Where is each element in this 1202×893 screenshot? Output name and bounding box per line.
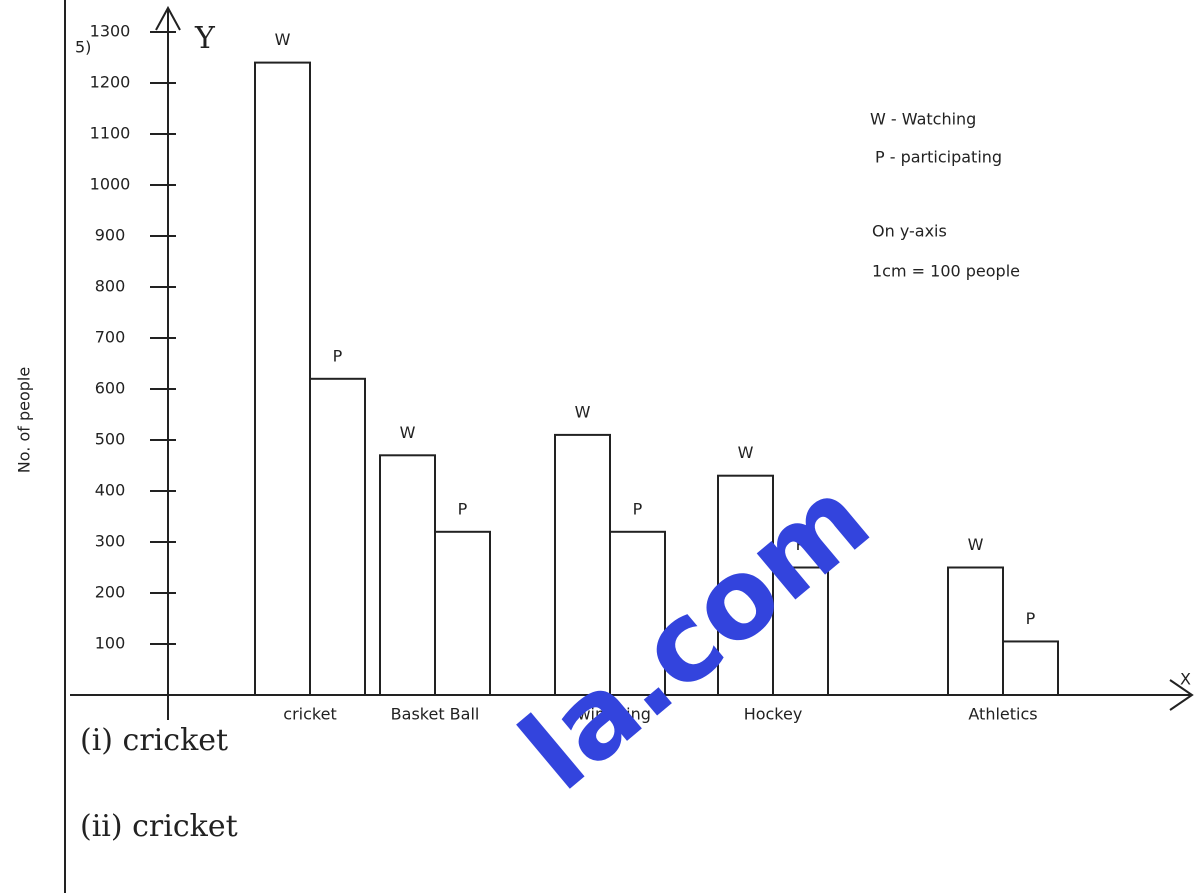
bar bbox=[310, 379, 365, 695]
y-tick-label: 900 bbox=[95, 226, 126, 245]
chart: 5) Y X No. of people W - Watching P - pa… bbox=[0, 0, 1202, 893]
x-tick-label: cricket bbox=[283, 705, 336, 724]
y-tick-label: 600 bbox=[95, 379, 126, 398]
bar-label: P bbox=[1026, 609, 1036, 628]
bar-label: W bbox=[738, 443, 754, 462]
bar-label: P bbox=[458, 499, 468, 518]
bar-label: W bbox=[968, 535, 984, 554]
legend-entry: W - Watching bbox=[870, 110, 976, 129]
y-axis-name: Y bbox=[194, 21, 216, 56]
y-tick-label: 1100 bbox=[90, 124, 131, 143]
bar bbox=[435, 532, 490, 695]
bar bbox=[1003, 641, 1058, 695]
y-tick-label: 100 bbox=[95, 634, 126, 653]
bar bbox=[380, 455, 435, 695]
bar-label: P bbox=[633, 499, 643, 518]
bar-label: W bbox=[275, 30, 291, 49]
legend-entry: P - participating bbox=[875, 148, 1002, 167]
y-tick-label: 1300 bbox=[90, 22, 131, 41]
legend-entry: On y-axis bbox=[872, 222, 947, 241]
y-tick-label: 1200 bbox=[90, 73, 131, 92]
x-tick-label: Basket Ball bbox=[391, 705, 480, 724]
y-tick-label: 300 bbox=[95, 532, 126, 551]
legend-entry: 1cm = 100 people bbox=[872, 262, 1020, 281]
bar bbox=[255, 63, 310, 695]
x-tick-label: Hockey bbox=[744, 705, 803, 724]
y-axis-label: No. of people bbox=[15, 367, 34, 473]
y-tick-label: 700 bbox=[95, 328, 126, 347]
bar bbox=[948, 568, 1003, 696]
y-tick-label: 500 bbox=[95, 430, 126, 449]
answer: (ii) cricket bbox=[80, 809, 238, 844]
bar-label: W bbox=[575, 402, 591, 421]
y-tick-label: 1000 bbox=[90, 175, 131, 194]
bar-label: P bbox=[333, 346, 343, 365]
bar-label: W bbox=[400, 423, 416, 442]
answer: (i) cricket bbox=[80, 723, 228, 758]
y-tick-label: 200 bbox=[95, 583, 126, 602]
x-axis-name: X bbox=[1180, 670, 1191, 689]
y-tick-label: 800 bbox=[95, 277, 126, 296]
y-tick-label: 400 bbox=[95, 481, 126, 500]
x-tick-label: Athletics bbox=[968, 705, 1037, 724]
